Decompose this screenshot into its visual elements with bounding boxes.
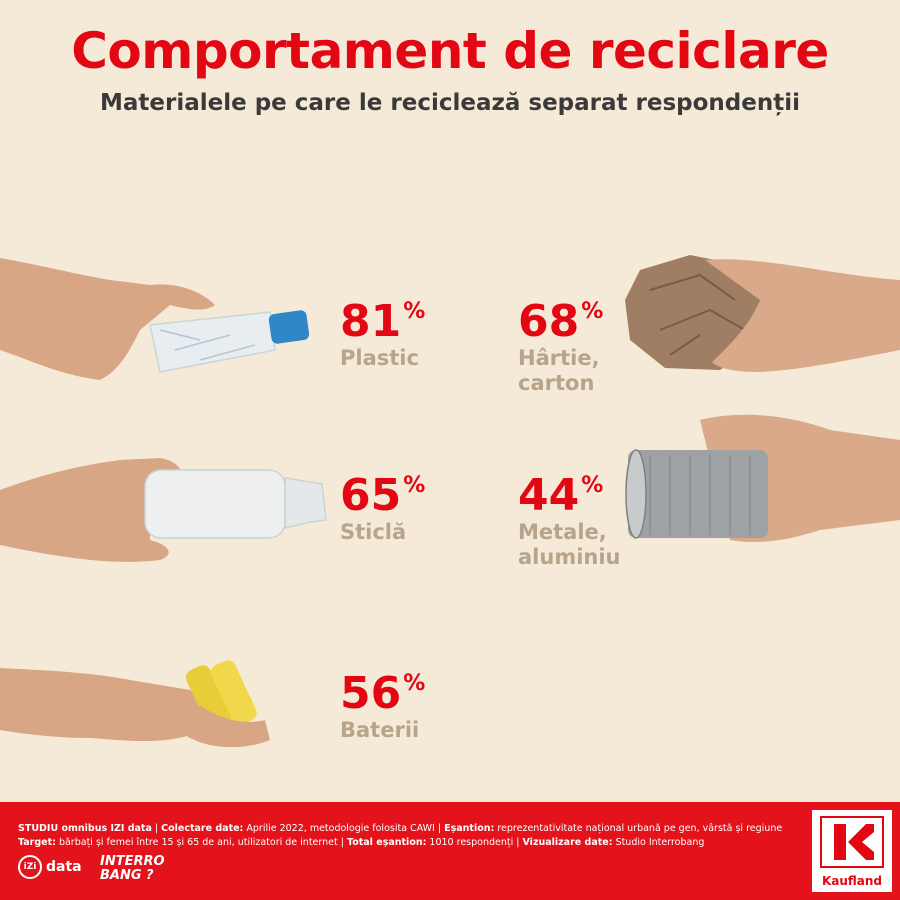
- kaufland-logo: Kaufland: [812, 810, 892, 892]
- footer: STUDIU omnibus IZI data | Colectare date…: [0, 802, 900, 900]
- kaufland-k-icon: [820, 816, 884, 868]
- crumpled-paper-icon: [625, 255, 900, 372]
- stat-value: 81%: [340, 296, 426, 347]
- stat-label: Hârtie, carton: [518, 346, 600, 395]
- batteries-icon: [0, 660, 270, 748]
- stat-label: Metale, aluminiu: [518, 520, 621, 569]
- page-title: Comportament de reciclare: [71, 22, 829, 80]
- tin-can-icon: [625, 414, 900, 542]
- study-info: STUDIU omnibus IZI data | Colectare date…: [18, 823, 783, 848]
- stat-label: Plastic: [340, 346, 419, 370]
- stat-value: 56%: [340, 668, 426, 719]
- stat-glass: 65% Sticlă: [340, 474, 425, 545]
- glass-bottle-icon: [0, 458, 327, 562]
- stat-metal: 44% Metale, aluminiu: [518, 474, 648, 570]
- plastic-bottle-icon: [0, 258, 310, 380]
- stat-value: 68%: [518, 296, 604, 347]
- stat-plastic: 81% Plastic: [340, 300, 425, 371]
- stat-label: Baterii: [340, 718, 420, 742]
- page-subtitle: Materialele pe care le reciclează separa…: [99, 90, 800, 116]
- stat-value: 65%: [340, 470, 426, 521]
- illustrations: [0, 255, 900, 748]
- interrobang-logo: INTERRO BANG ?: [100, 854, 165, 883]
- stat-paper: 68% Hârtie, carton: [518, 300, 648, 396]
- izi-data-logo: iZi data: [18, 855, 82, 879]
- stat-batteries: 56% Baterii: [340, 672, 425, 743]
- stat-label: Sticlă: [340, 520, 407, 544]
- stat-value: 44%: [518, 470, 604, 521]
